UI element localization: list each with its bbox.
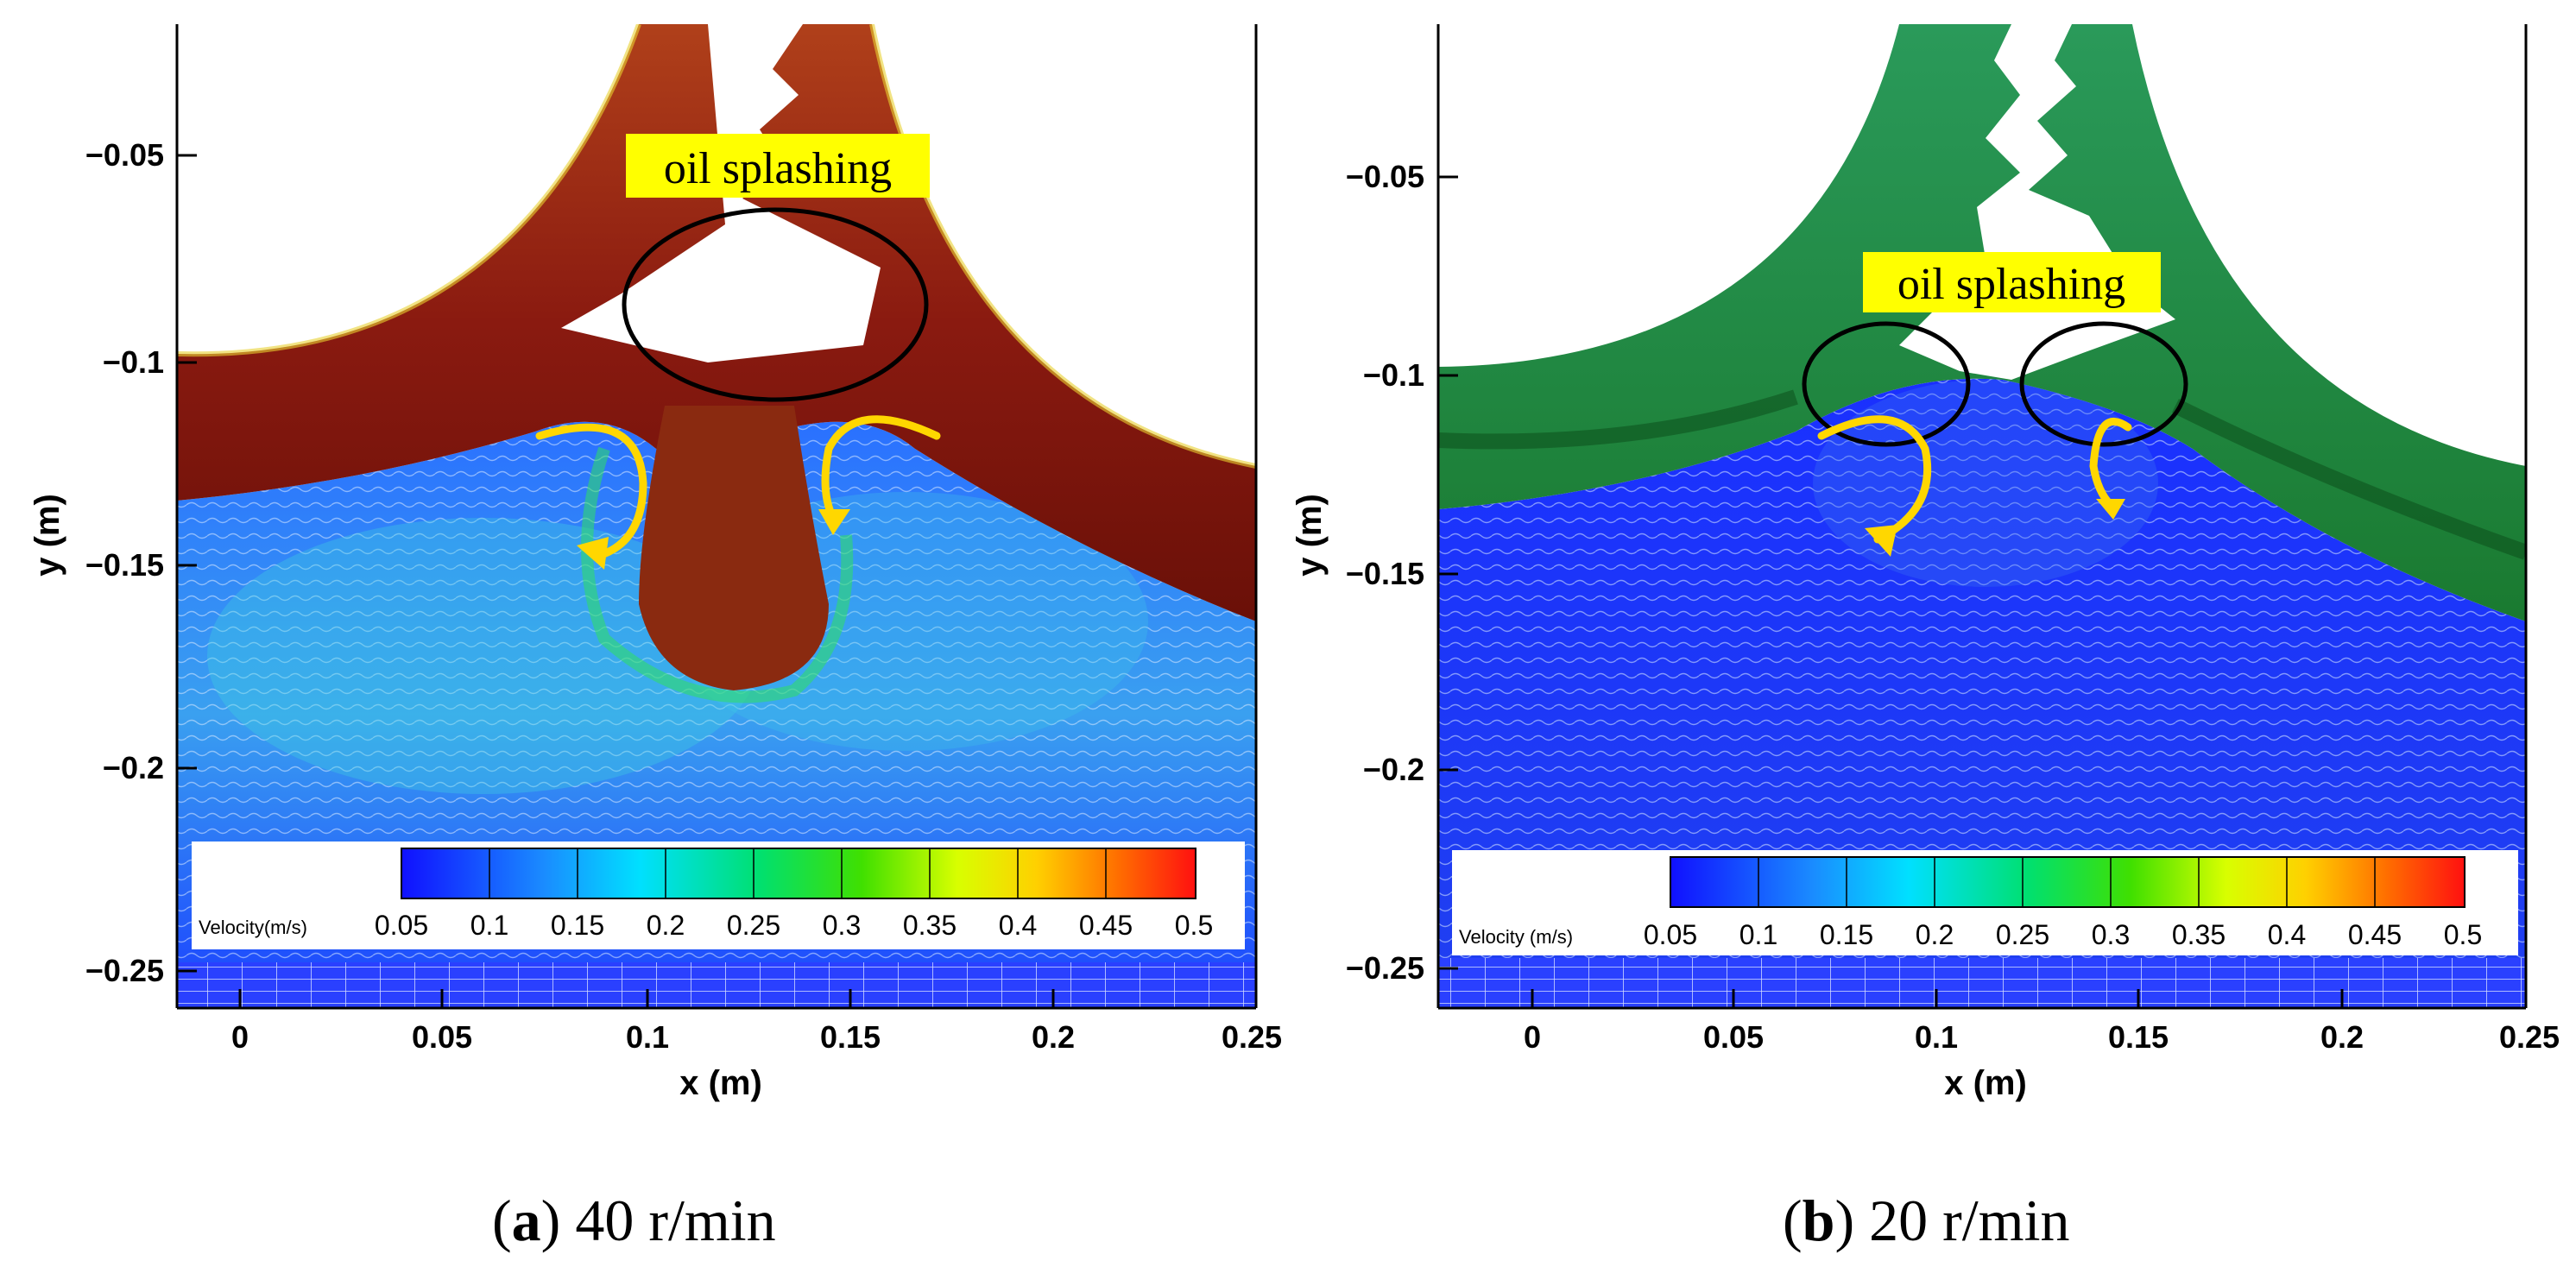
y-tick-label: −0.25: [85, 953, 164, 988]
colorbar-tick-label: 0.5: [2444, 919, 2482, 950]
colorbar-title: Velocity(m/s): [199, 917, 307, 938]
y-tick-label: −0.05: [85, 137, 164, 173]
flow-arrows-a: [535, 415, 941, 561]
axes-a: [175, 24, 1258, 1010]
axes-b: [1436, 24, 2528, 1010]
flow-arrow-left: [1817, 415, 1932, 544]
y-tick-label: −0.2: [103, 750, 164, 785]
y-tick-label: −0.25: [1346, 950, 1424, 986]
colorbar-tick-label: 0.45: [2348, 919, 2402, 950]
splash-ellipse-a: [622, 207, 929, 402]
colorbar-tick-label: 0.05: [1644, 919, 1697, 950]
x-tick-labels-b: 0 0.05 0.1 0.15 0.2 0.25: [1524, 1019, 2560, 1055]
colorbar-tick-label: 0.35: [903, 910, 957, 941]
colorbar-tick-label: 0.4: [999, 910, 1037, 941]
x-tick-label: 0.2: [1032, 1019, 1075, 1055]
y-tick-label: −0.1: [1363, 357, 1424, 393]
colorbar-tick-label: 0.25: [727, 910, 780, 941]
y-tick-label: −0.2: [1363, 752, 1424, 787]
plume-a: [639, 406, 829, 690]
caption-text-b: 20 r/min: [1869, 1188, 2070, 1253]
x-tick-label: 0.05: [1703, 1019, 1764, 1055]
caption-letter-a: a: [511, 1188, 541, 1253]
splash-ellipse-b-right: [2019, 321, 2188, 447]
x-tick-label: 0.15: [2108, 1019, 2169, 1055]
x-tick-label: 0.05: [412, 1019, 472, 1055]
colorbar-tick-label: 0.35: [2172, 919, 2226, 950]
y-axis-title-b: y (m): [1291, 494, 1329, 577]
x-axis-title-b: x (m): [1944, 1064, 2027, 1102]
splash-gap-a: [561, 24, 881, 362]
caption-letter-b: b: [1802, 1188, 1835, 1253]
x-tick-label: 0: [231, 1019, 249, 1055]
flow-arrows-b: [1817, 415, 2132, 544]
flow-arrow-right: [2089, 418, 2132, 509]
colorbar-tick-label: 0.3: [823, 910, 861, 941]
colorbar-b: Velocity (m/s) 0.05 0.1 0.15 0.2 0.25 0.…: [1452, 850, 2518, 955]
annotation-highlight-a: [626, 134, 930, 198]
colorbar-tick-label: 0.2: [1916, 919, 1954, 950]
panel-a: −0.05 −0.1 −0.15 −0.2 −0.25 0 0.05 0.1 0…: [28, 24, 1282, 1102]
splash-ellipse-b-left: [1802, 321, 1971, 447]
colorbar-tick-label: 0.15: [1820, 919, 1873, 950]
caption-b: (b) 20 r/min: [1783, 1188, 2070, 1253]
colorbar-tick-label: 0.1: [470, 910, 508, 941]
flow-arrow-right: [821, 415, 941, 522]
y-axis-title-a: y (m): [28, 494, 66, 577]
x-tick-label: 0.2: [2320, 1019, 2364, 1055]
x-tick-label: 0.15: [820, 1019, 881, 1055]
x-tick-label: 0.1: [1915, 1019, 1958, 1055]
x-tick-label: 0.25: [1222, 1019, 1282, 1055]
colorbar-gradient: [1670, 856, 2466, 908]
colorbar-a: Velocity(m/s) 0.05 0.1 0.15 0.2 0.25 0.3…: [192, 842, 1245, 949]
y-tick-label: −0.15: [1346, 556, 1424, 591]
x-tick-label: 0.25: [2499, 1019, 2560, 1055]
annotation-label-a: oil splashing: [664, 144, 892, 193]
colorbar-tick-label: 0.1: [1739, 919, 1777, 950]
colorbar-tick-label: 0.45: [1079, 910, 1133, 941]
y-tick-labels-a: −0.05 −0.1 −0.15 −0.2 −0.25: [85, 137, 164, 988]
colorbar-tick-label: 0.15: [551, 910, 604, 941]
colorbar-tick-label: 0.2: [647, 910, 685, 941]
x-tick-label: 0.1: [626, 1019, 669, 1055]
colorbar-tick-label: 0.3: [2092, 919, 2130, 950]
x-tick-label: 0: [1524, 1019, 1541, 1055]
colorbar-title: Velocity (m/s): [1459, 926, 1573, 948]
colorbar-tick-label: 0.25: [1996, 919, 2049, 950]
colorbar-tick-label: 0.5: [1175, 910, 1213, 941]
y-tick-label: −0.1: [103, 344, 164, 380]
colorbar-tick-label: 0.05: [375, 910, 428, 941]
panel-b: −0.05 −0.1 −0.15 −0.2 −0.25 0 0.05 0.1 0…: [1291, 24, 2560, 1102]
annotation-highlight-b: [1863, 252, 2161, 312]
annotation-label-b: oil splashing: [1897, 260, 2125, 309]
y-tick-label: −0.05: [1346, 159, 1424, 194]
colorbar-gradient: [401, 848, 1196, 899]
caption-a: (a) 40 r/min: [492, 1188, 776, 1253]
y-tick-label: −0.15: [85, 547, 164, 583]
colorbar-tick-label: 0.4: [2268, 919, 2306, 950]
flow-arrow-left: [535, 423, 647, 561]
x-axis-title-a: x (m): [679, 1064, 762, 1102]
x-tick-labels-a: 0 0.05 0.1 0.15 0.2 0.25: [231, 1019, 1282, 1055]
y-tick-labels-b: −0.05 −0.1 −0.15 −0.2 −0.25: [1346, 159, 1424, 986]
caption-text-a: 40 r/min: [575, 1188, 776, 1253]
